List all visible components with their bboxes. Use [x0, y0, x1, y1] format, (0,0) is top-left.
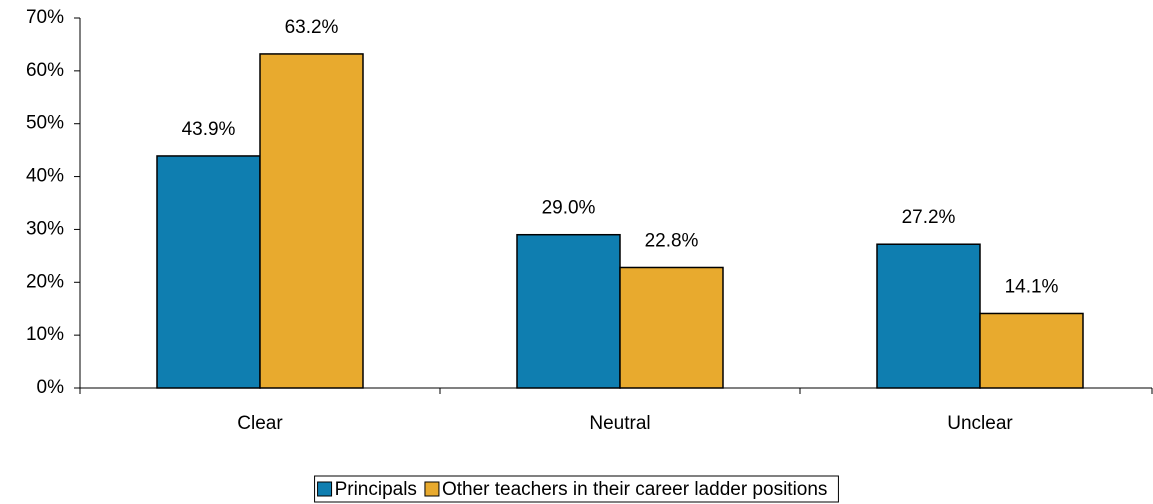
- legend-swatch: [424, 481, 440, 497]
- bar: [979, 312, 1084, 389]
- y-tick-label: 0%: [37, 377, 65, 398]
- x-tick-label: Clear: [237, 413, 283, 434]
- value-label: 63.2%: [285, 17, 339, 38]
- legend-swatch: [317, 481, 333, 497]
- value-label: 29.0%: [542, 198, 596, 219]
- y-tick-label: 70%: [26, 7, 64, 28]
- x-tick-label: Neutral: [589, 413, 650, 434]
- x-tick-label: Unclear: [947, 413, 1013, 434]
- bar: [876, 243, 981, 389]
- legend-label: Other teachers in their career ladder po…: [442, 479, 827, 500]
- value-label: 27.2%: [902, 207, 956, 228]
- y-tick-label: 10%: [26, 324, 64, 345]
- y-tick-label: 20%: [26, 271, 64, 292]
- bar: [619, 266, 724, 389]
- bar: [156, 155, 261, 389]
- legend: Principals Other teachers in their career…: [314, 475, 839, 503]
- value-label: 14.1%: [1005, 276, 1059, 297]
- bar: [516, 233, 621, 389]
- legend-label: Principals: [335, 479, 417, 500]
- value-label: 22.8%: [645, 231, 699, 252]
- y-tick-label: 40%: [26, 166, 64, 187]
- y-tick-label: 30%: [26, 218, 64, 239]
- y-tick-label: 50%: [26, 113, 64, 134]
- bar: [259, 53, 364, 389]
- y-tick-label: 60%: [26, 60, 64, 81]
- value-label: 43.9%: [182, 119, 236, 140]
- legend-frame: [314, 475, 839, 503]
